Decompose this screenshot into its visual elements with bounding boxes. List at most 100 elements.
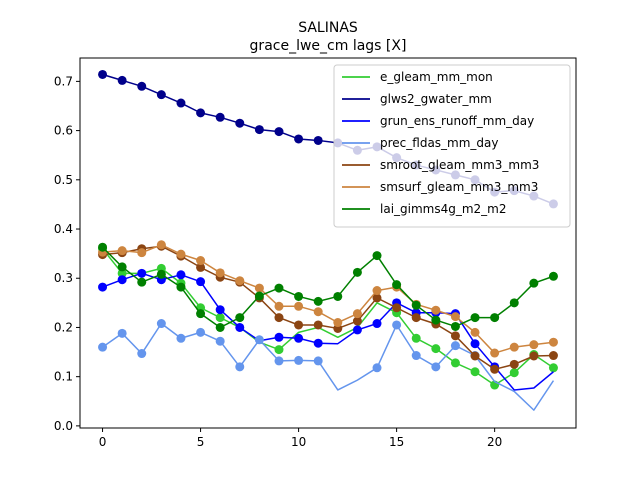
- data-point: [352, 316, 362, 326]
- legend-label: lai_gimms4g_m2_m2: [380, 202, 507, 216]
- data-point: [509, 342, 519, 352]
- data-point: [137, 248, 147, 258]
- data-point: [529, 351, 539, 361]
- data-point: [529, 278, 539, 288]
- data-point: [313, 307, 323, 317]
- legend-box: [333, 64, 571, 228]
- data-point: [176, 333, 186, 343]
- data-point: [196, 262, 206, 272]
- y-tick-label: 0.5: [54, 173, 73, 187]
- y-tick-label: 0.6: [54, 124, 73, 138]
- data-point: [215, 313, 225, 323]
- data-point: [156, 269, 166, 279]
- data-point: [215, 112, 225, 122]
- legend-label: e_gleam_mm_mon: [380, 70, 493, 84]
- series-grun_ens_runoff_mm_day: [98, 268, 554, 391]
- data-point: [313, 320, 323, 330]
- data-point: [196, 309, 206, 319]
- data-point: [117, 328, 127, 338]
- data-point: [294, 301, 304, 311]
- x-tick-label: 10: [291, 435, 306, 449]
- legend-item: lai_gimms4g_m2_m2: [342, 202, 507, 216]
- data-point: [450, 341, 460, 351]
- data-point: [411, 351, 421, 361]
- y-tick-label: 0.1: [54, 370, 73, 384]
- data-point: [470, 313, 480, 323]
- data-point: [235, 313, 245, 323]
- data-point: [509, 368, 519, 378]
- data-point: [274, 301, 284, 311]
- data-point: [294, 355, 304, 365]
- data-point: [450, 312, 460, 322]
- data-point: [98, 69, 108, 79]
- chart-subtitle: grace_lwe_cm lags [X]: [250, 38, 407, 54]
- legend: e_gleam_mm_mon glws2_gwater_mm grun_ens_ru…: [333, 64, 571, 228]
- data-point: [98, 282, 108, 292]
- data-point: [490, 313, 500, 323]
- data-point: [333, 318, 343, 328]
- data-point: [274, 332, 284, 342]
- data-point: [372, 363, 382, 373]
- x-tick-label: 0: [99, 435, 107, 449]
- data-point: [254, 125, 264, 135]
- data-point: [176, 282, 186, 292]
- data-point: [411, 300, 421, 310]
- data-point: [470, 327, 480, 337]
- data-point: [196, 277, 206, 287]
- data-point: [117, 275, 127, 285]
- data-point: [313, 296, 323, 306]
- data-point: [431, 305, 441, 315]
- data-point: [215, 336, 225, 346]
- x-tick-label: 5: [197, 435, 205, 449]
- legend-label: smroot_gleam_mm3_mm3: [380, 158, 539, 172]
- legend-item: glws2_gwater_mm: [342, 92, 492, 106]
- data-point: [529, 340, 539, 350]
- data-point: [431, 362, 441, 372]
- data-point: [470, 367, 480, 377]
- data-point: [117, 262, 127, 272]
- data-point: [196, 108, 206, 118]
- data-point: [274, 313, 284, 323]
- data-point: [509, 298, 519, 308]
- data-point: [372, 293, 382, 303]
- legend-item: smroot_gleam_mm3_mm3: [342, 158, 539, 172]
- data-point: [294, 291, 304, 301]
- data-point: [392, 280, 402, 290]
- data-point: [313, 338, 323, 348]
- y-tick-label: 0.4: [54, 222, 73, 236]
- data-point: [98, 242, 108, 252]
- data-point: [372, 251, 382, 261]
- data-point: [254, 335, 264, 345]
- data-point: [196, 327, 206, 337]
- data-point: [176, 98, 186, 108]
- data-point: [548, 271, 558, 281]
- data-point: [117, 268, 127, 278]
- chart-title: SALINAS: [298, 20, 358, 36]
- data-point: [215, 322, 225, 332]
- data-point: [274, 356, 284, 366]
- legend-label: grun_ens_runoff_mm_day: [380, 114, 534, 128]
- data-point: [156, 319, 166, 329]
- data-point: [235, 322, 245, 332]
- data-point: [254, 291, 264, 301]
- data-point: [431, 344, 441, 354]
- data-point: [137, 277, 147, 287]
- data-point: [176, 270, 186, 280]
- data-point: [490, 348, 500, 358]
- legend-item: grun_ens_runoff_mm_day: [342, 114, 534, 128]
- data-point: [117, 75, 127, 85]
- data-point: [490, 364, 500, 374]
- data-point: [470, 351, 480, 361]
- data-point: [411, 333, 421, 343]
- legend-label: glws2_gwater_mm: [380, 92, 492, 106]
- data-point: [274, 345, 284, 355]
- data-point: [235, 276, 245, 286]
- data-point: [156, 90, 166, 100]
- y-tick-label: 0.7: [54, 74, 73, 88]
- data-point: [156, 240, 166, 250]
- y-axis: 0.0 0.1 0.2 0.3 0.4 0.5 0.6 0.7: [54, 74, 80, 433]
- plot-frame: [79, 57, 577, 429]
- data-point: [235, 118, 245, 128]
- data-point: [215, 268, 225, 278]
